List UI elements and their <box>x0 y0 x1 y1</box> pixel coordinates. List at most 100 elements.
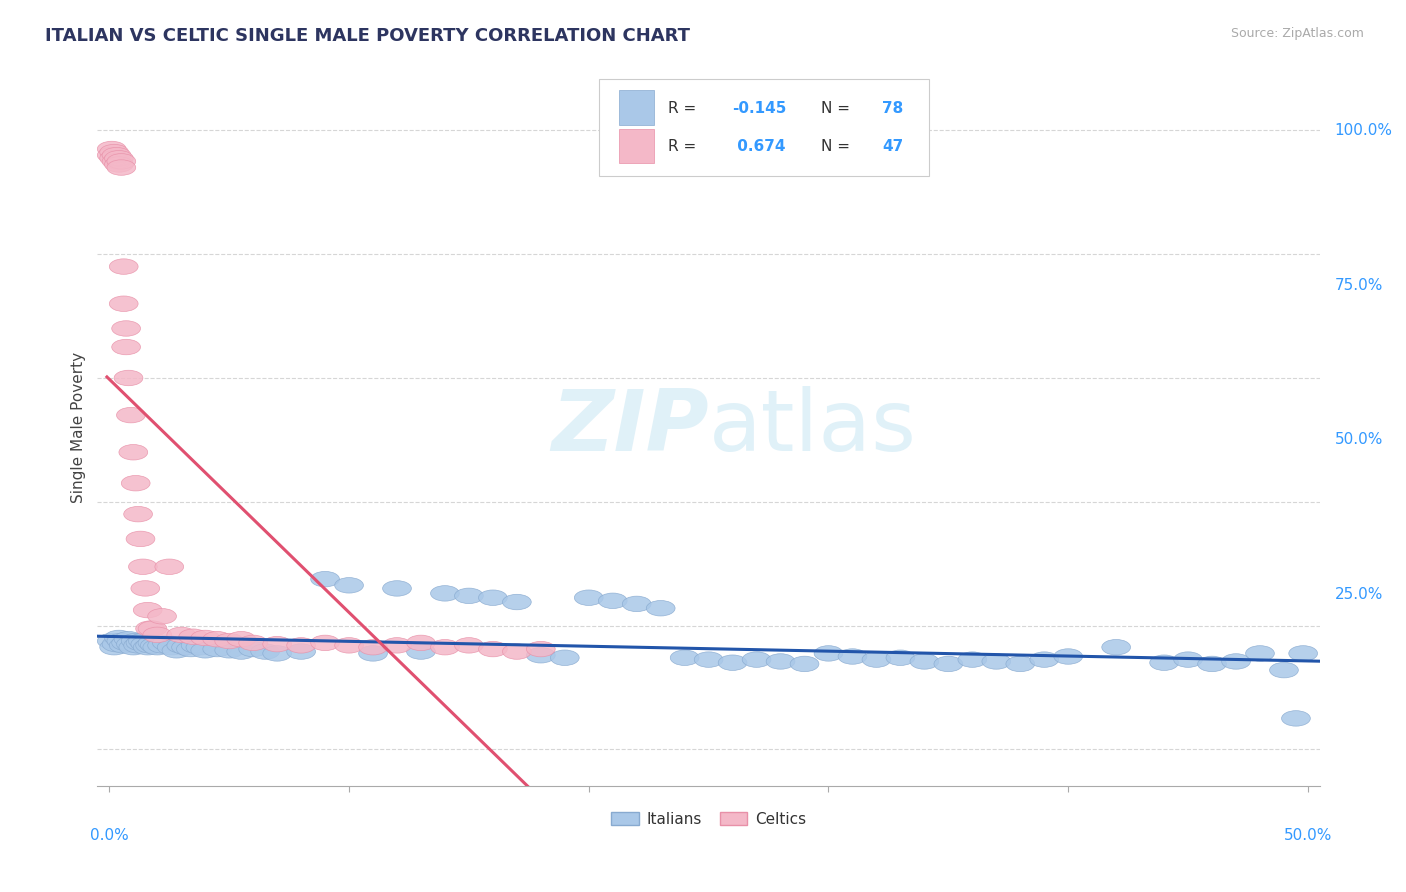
Ellipse shape <box>1281 711 1310 726</box>
Ellipse shape <box>1198 657 1226 672</box>
Ellipse shape <box>100 151 128 166</box>
Ellipse shape <box>406 635 436 650</box>
Text: ITALIAN VS CELTIC SINGLE MALE POVERTY CORRELATION CHART: ITALIAN VS CELTIC SINGLE MALE POVERTY CO… <box>45 27 690 45</box>
Ellipse shape <box>526 641 555 657</box>
Text: 78: 78 <box>882 101 904 115</box>
Ellipse shape <box>910 654 939 669</box>
Ellipse shape <box>981 654 1011 669</box>
Ellipse shape <box>406 644 436 659</box>
Ellipse shape <box>1150 655 1178 671</box>
Ellipse shape <box>117 636 145 652</box>
Ellipse shape <box>131 581 160 596</box>
Ellipse shape <box>152 635 181 650</box>
Ellipse shape <box>148 638 177 653</box>
Ellipse shape <box>526 648 555 663</box>
Text: ZIP: ZIP <box>551 386 709 469</box>
Ellipse shape <box>718 655 747 671</box>
Ellipse shape <box>957 652 987 667</box>
Ellipse shape <box>287 644 315 659</box>
Ellipse shape <box>215 642 243 658</box>
Ellipse shape <box>862 652 891 667</box>
Ellipse shape <box>790 657 818 672</box>
Ellipse shape <box>934 657 963 672</box>
Ellipse shape <box>134 640 162 655</box>
Ellipse shape <box>167 627 195 642</box>
Ellipse shape <box>1270 663 1298 678</box>
Ellipse shape <box>177 641 205 657</box>
Ellipse shape <box>191 642 219 658</box>
Ellipse shape <box>181 638 209 653</box>
Ellipse shape <box>110 259 138 275</box>
Ellipse shape <box>143 640 172 655</box>
Ellipse shape <box>136 638 165 653</box>
Ellipse shape <box>430 586 460 601</box>
Text: 0.0%: 0.0% <box>90 828 129 843</box>
Ellipse shape <box>671 650 699 665</box>
Ellipse shape <box>1246 646 1274 661</box>
Ellipse shape <box>454 588 484 604</box>
Ellipse shape <box>575 590 603 606</box>
Text: 100.0%: 100.0% <box>1334 123 1392 138</box>
Ellipse shape <box>155 559 184 574</box>
Ellipse shape <box>127 531 155 547</box>
Ellipse shape <box>599 593 627 608</box>
Ellipse shape <box>766 654 794 669</box>
Ellipse shape <box>250 644 280 659</box>
Ellipse shape <box>117 408 145 423</box>
Ellipse shape <box>179 629 208 644</box>
Ellipse shape <box>1054 648 1083 665</box>
Text: 0.674: 0.674 <box>733 139 786 154</box>
Ellipse shape <box>107 633 136 648</box>
Ellipse shape <box>120 640 148 655</box>
Ellipse shape <box>1222 654 1250 669</box>
Ellipse shape <box>111 339 141 355</box>
Text: atlas: atlas <box>709 386 917 469</box>
Ellipse shape <box>239 635 267 650</box>
Ellipse shape <box>215 633 243 648</box>
Ellipse shape <box>1102 640 1130 655</box>
Ellipse shape <box>186 640 215 655</box>
Ellipse shape <box>814 646 842 661</box>
Text: -0.145: -0.145 <box>733 101 786 115</box>
Ellipse shape <box>97 147 127 163</box>
Ellipse shape <box>1005 657 1035 672</box>
Text: 25.0%: 25.0% <box>1334 587 1384 602</box>
Text: Source: ZipAtlas.com: Source: ZipAtlas.com <box>1230 27 1364 40</box>
Ellipse shape <box>100 145 128 160</box>
Ellipse shape <box>138 635 167 650</box>
Ellipse shape <box>104 157 134 172</box>
Ellipse shape <box>107 160 136 176</box>
Ellipse shape <box>134 602 162 618</box>
Ellipse shape <box>742 652 770 667</box>
Text: 50.0%: 50.0% <box>1284 828 1331 843</box>
Ellipse shape <box>124 638 152 653</box>
Ellipse shape <box>359 646 388 661</box>
Ellipse shape <box>104 631 134 646</box>
Ellipse shape <box>138 621 167 636</box>
Ellipse shape <box>263 646 291 661</box>
Ellipse shape <box>550 650 579 665</box>
Ellipse shape <box>100 640 128 655</box>
Text: N =: N = <box>821 101 855 115</box>
Text: 75.0%: 75.0% <box>1334 277 1384 293</box>
Ellipse shape <box>111 321 141 336</box>
Text: N =: N = <box>821 139 855 154</box>
Ellipse shape <box>226 632 256 647</box>
Ellipse shape <box>1174 652 1202 667</box>
Ellipse shape <box>107 153 136 169</box>
Y-axis label: Single Male Poverty: Single Male Poverty <box>72 352 86 503</box>
Ellipse shape <box>886 650 915 665</box>
Ellipse shape <box>478 641 508 657</box>
Ellipse shape <box>1289 646 1317 661</box>
Ellipse shape <box>382 638 412 653</box>
Ellipse shape <box>97 141 127 157</box>
Ellipse shape <box>359 640 388 655</box>
Ellipse shape <box>191 631 219 646</box>
Ellipse shape <box>128 559 157 574</box>
Ellipse shape <box>131 636 160 652</box>
Ellipse shape <box>335 578 363 593</box>
Ellipse shape <box>311 635 339 650</box>
Ellipse shape <box>124 507 152 522</box>
Legend: Italians, Celtics: Italians, Celtics <box>605 805 813 833</box>
Text: 50.0%: 50.0% <box>1334 433 1384 448</box>
